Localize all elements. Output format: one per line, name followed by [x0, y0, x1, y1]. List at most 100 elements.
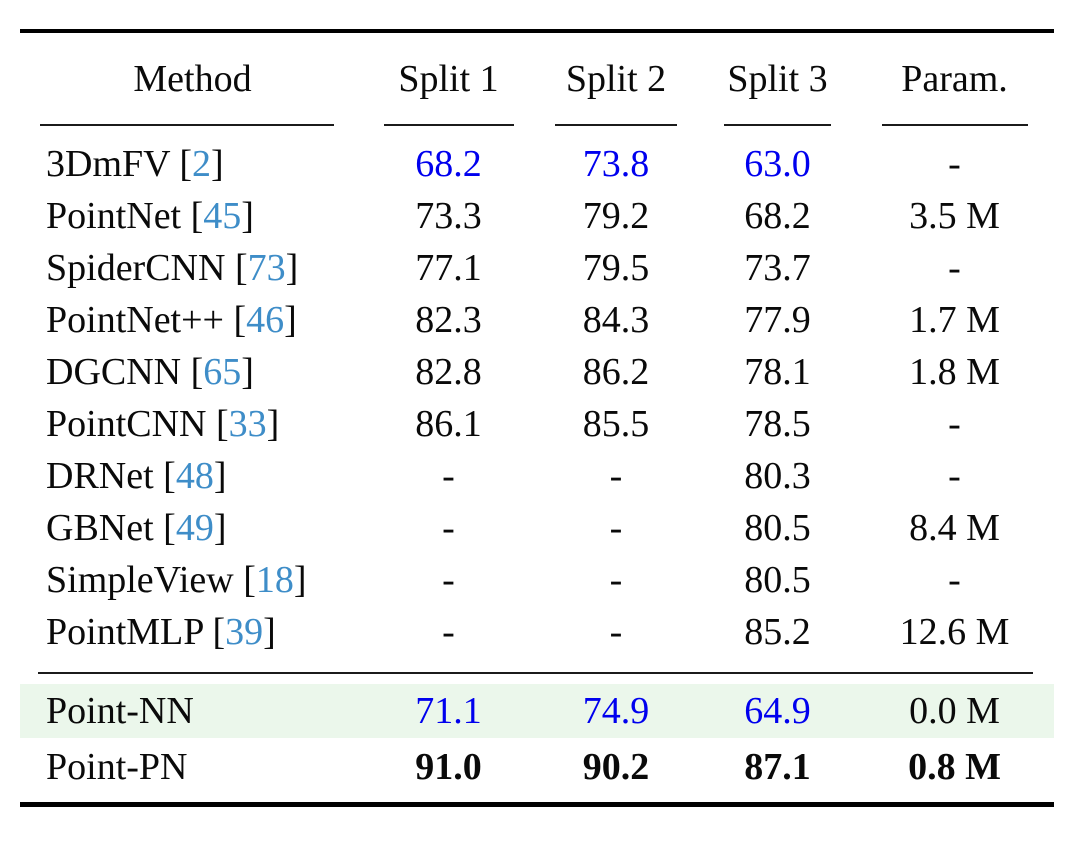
results-table: Method Split 1 Split 2 Split 3 Param. 3D…	[20, 29, 1054, 807]
split3-value: 80.3	[744, 455, 811, 497]
param-value: 1.8 M	[909, 351, 1000, 393]
table-footer: Point-NN 71.1 74.9 64.9 0.0 M Point-PN 91.0 90.…	[20, 684, 1054, 794]
citation-bracket: ]	[293, 559, 307, 601]
citation-link[interactable]: 48	[175, 455, 214, 497]
method-name: Point-NN	[46, 690, 194, 732]
citation-link[interactable]: 39	[225, 611, 264, 653]
table-row: PointNet++ [46] 82.3 84.3 77.9 1.7 M	[20, 294, 1054, 346]
split2-value: -	[609, 559, 623, 601]
citation-bracket: ]	[284, 299, 297, 341]
citation-bracket: ]	[263, 611, 276, 653]
split2-value: -	[609, 611, 623, 653]
citation-link[interactable]: 45	[203, 195, 242, 237]
citation-bracket: ]	[241, 195, 254, 237]
method-cell: PointNet++ [46]	[20, 301, 365, 339]
method-name: SpiderCNN	[46, 247, 226, 289]
split1-value: 91.0	[415, 746, 482, 788]
citation-bracket: [	[181, 351, 204, 393]
citation-link[interactable]: 73	[247, 247, 286, 289]
split3-value: 77.9	[744, 299, 811, 341]
table-row: Point-PN 91.0 90.2 87.1 0.8 M	[20, 740, 1054, 794]
split2-value: 79.2	[582, 195, 650, 237]
split2-value: 86.2	[582, 351, 650, 393]
method-cell: Point-NN	[20, 692, 365, 730]
split3-value: 78.1	[744, 351, 811, 393]
method-cell: PointNet [45]	[20, 197, 365, 235]
citation-bracket: ]	[266, 403, 280, 445]
citation-link[interactable]: 18	[255, 559, 294, 601]
param-underline	[881, 124, 1028, 126]
param-value: -	[948, 247, 961, 289]
table-row: DRNet [48] - - 80.3 -	[20, 450, 1054, 502]
split3-underline	[724, 124, 831, 126]
method-underline	[40, 124, 334, 126]
bottom-rule	[20, 802, 1054, 807]
split1-value: -	[442, 455, 455, 497]
col-header-param: Param.	[901, 57, 1008, 100]
split1-value: 77.1	[415, 247, 482, 289]
citation-bracket: ]	[213, 455, 227, 497]
citation-bracket: [	[153, 507, 176, 549]
citation-link[interactable]: 33	[228, 403, 267, 445]
split3-value: 85.2	[744, 611, 811, 653]
method-name: 3DmFV	[46, 143, 170, 185]
split3-value: 64.9	[744, 690, 811, 732]
split3-value: 80.5	[744, 507, 811, 549]
split1-value: 86.1	[415, 403, 482, 445]
split2-value: 73.8	[582, 143, 650, 185]
split1-value: 71.1	[415, 690, 482, 732]
split2-value: -	[609, 455, 623, 497]
citation-bracket: [	[206, 403, 229, 445]
param-value: -	[948, 143, 961, 185]
table-row: SpiderCNN [73] 77.1 79.5 73.7 -	[20, 242, 1054, 294]
split3-value: 87.1	[744, 746, 811, 788]
citation-link[interactable]: 2	[192, 143, 212, 185]
method-name: Point-PN	[46, 746, 188, 788]
method-name: PointNet++	[46, 299, 224, 341]
split3-value: 80.5	[744, 559, 811, 601]
table-row: DGCNN [65] 82.8 86.2 78.1 1.8 M	[20, 346, 1054, 398]
split3-value: 78.5	[744, 403, 811, 445]
col-header-split2: Split 2	[565, 57, 667, 100]
param-value: 0.8 M	[908, 746, 1001, 788]
citation-link[interactable]: 46	[246, 299, 285, 341]
split3-value: 73.7	[744, 247, 811, 289]
split1-value: -	[442, 611, 455, 653]
param-value: 0.0 M	[909, 690, 1000, 732]
method-name: GBNet	[46, 507, 154, 549]
midrule	[38, 672, 1033, 674]
col-header-split3: Split 3	[727, 57, 828, 100]
citation-link[interactable]: 49	[175, 507, 214, 549]
citation-link[interactable]: 65	[203, 351, 242, 393]
method-name: DGCNN	[46, 351, 182, 393]
citation-bracket: ]	[285, 247, 299, 289]
method-name: DRNet	[46, 455, 154, 497]
method-name: SimpleView	[46, 559, 234, 601]
citation-bracket: [	[169, 143, 193, 185]
method-cell: GBNet [49]	[20, 509, 365, 547]
citation-bracket: ]	[211, 143, 224, 185]
method-name: PointNet	[46, 195, 182, 237]
citation-bracket: ]	[241, 351, 254, 393]
citation-bracket: [	[153, 455, 176, 497]
citation-bracket: [	[225, 247, 248, 289]
param-value: -	[948, 455, 961, 497]
table-body: 3DmFV [2] 68.2 73.8 63.0 - PointNet [45] 73.3 7…	[20, 138, 1054, 658]
table-row: 3DmFV [2] 68.2 73.8 63.0 -	[20, 138, 1054, 190]
method-cell: Point-PN	[20, 748, 365, 786]
citation-bracket: [	[223, 299, 247, 341]
split1-value: 82.3	[415, 299, 482, 341]
split1-value: -	[442, 559, 455, 601]
split2-value: 74.9	[582, 690, 650, 732]
col-header-split1: Split 1	[398, 57, 499, 100]
table-row: SimpleView [18] - - 80.5 -	[20, 554, 1054, 606]
header-underline-row	[20, 124, 1054, 126]
split1-value: 68.2	[415, 143, 482, 185]
method-name: PointCNN	[46, 403, 207, 445]
param-value: 12.6 M	[899, 611, 1010, 653]
method-cell: PointMLP [39]	[20, 613, 365, 651]
header-row: Method Split 1 Split 2 Split 3 Param.	[20, 33, 1054, 124]
method-cell: SimpleView [18]	[20, 561, 365, 599]
citation-bracket: ]	[213, 507, 227, 549]
split2-underline	[555, 124, 677, 126]
